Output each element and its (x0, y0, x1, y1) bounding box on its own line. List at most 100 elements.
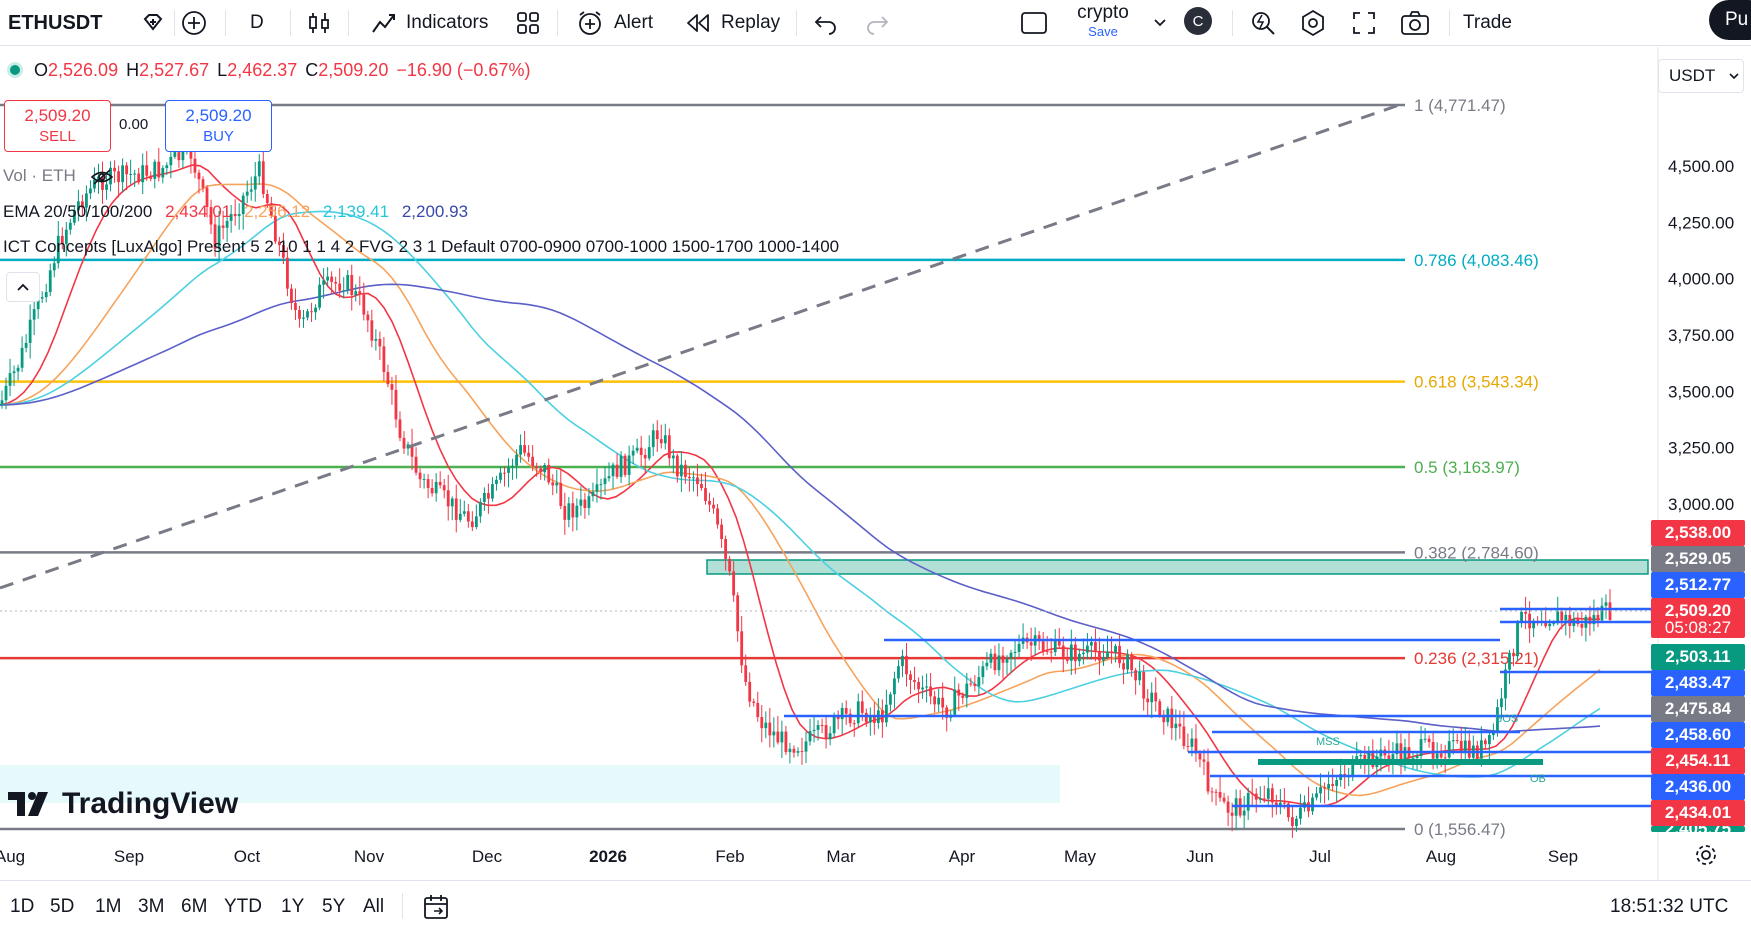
indicators-button[interactable]: Indicators (370, 0, 488, 46)
range-5y[interactable]: 5Y (322, 895, 346, 917)
candle-body (1556, 611, 1560, 624)
add-watchlist-icon[interactable] (140, 0, 166, 46)
price-label: 2,434.01 (1651, 800, 1745, 826)
range-6m[interactable]: 6M (181, 895, 208, 917)
currency-select[interactable]: USDT (1658, 59, 1744, 93)
alert-button[interactable]: Alert (576, 0, 653, 46)
candle-body (1073, 644, 1077, 662)
buy-button[interactable]: 2,509.20 BUY (165, 100, 272, 152)
candle-body (1190, 738, 1194, 747)
candle-body (1315, 793, 1318, 798)
price-chart[interactable]: 1 (4,771.47) 0.786 (4,083.46) 0.618 (3,543… (0, 47, 1751, 880)
range-all[interactable]: All (363, 895, 385, 917)
candle-body (1102, 657, 1105, 661)
settings-icon[interactable] (1299, 0, 1327, 46)
candle-body (81, 201, 84, 208)
range-3m[interactable]: 3M (138, 895, 165, 917)
redo-icon[interactable] (864, 0, 890, 46)
range-ytd[interactable]: YTD (224, 895, 262, 917)
camera-icon[interactable] (1400, 0, 1430, 46)
candle-body (784, 731, 788, 753)
candle-body (1355, 756, 1359, 760)
avatar[interactable]: C (1184, 7, 1212, 35)
candle-body (334, 281, 338, 284)
axis-settings-icon[interactable] (1693, 842, 1719, 868)
candle-body (89, 188, 92, 194)
candle-body (101, 176, 104, 190)
symbol-search[interactable]: ETHUSDT (8, 0, 102, 46)
candle-body (1122, 663, 1125, 670)
candle-body (1532, 620, 1536, 629)
eye-hidden-icon[interactable] (90, 168, 114, 186)
candle-body (1552, 623, 1556, 625)
candle-body (165, 165, 169, 169)
candle-body (1488, 735, 1491, 745)
candle-body (76, 201, 80, 211)
candle-body (109, 167, 112, 185)
layout-name[interactable]: crypto Save (1066, 2, 1140, 40)
candle-body (68, 222, 72, 230)
y-tick-label: 3,000.00 (1668, 495, 1734, 514)
candle-body (1311, 797, 1314, 812)
candle-body (1049, 651, 1053, 653)
candle-body (780, 731, 784, 743)
layout-icon[interactable] (1020, 0, 1048, 46)
trade-button[interactable]: Trade (1463, 0, 1512, 46)
quick-search-icon[interactable] (1250, 0, 1276, 46)
interval-button[interactable]: D (250, 0, 264, 46)
candle-body (937, 697, 941, 705)
candles-icon[interactable] (307, 0, 331, 46)
candle-body (442, 485, 446, 491)
candle-body (294, 303, 297, 311)
candle-body (406, 444, 410, 449)
y-tick-label: 4,500.00 (1668, 157, 1734, 176)
candle-body (732, 571, 736, 596)
date-range-icon[interactable] (422, 881, 450, 932)
candle-body (1154, 692, 1158, 702)
candle-body (933, 696, 937, 705)
candle-body (909, 674, 912, 680)
candle-body (434, 481, 438, 494)
compare-symbol-icon[interactable] (181, 0, 207, 46)
candle-body (454, 498, 458, 520)
range-1m[interactable]: 1M (95, 895, 122, 917)
chevron-down-icon[interactable] (1153, 0, 1167, 46)
tradingview-logo: TradingView (8, 786, 238, 822)
undo-icon[interactable] (813, 0, 839, 46)
range-1d[interactable]: 1D (10, 895, 35, 917)
candle-body (623, 455, 627, 475)
replay-button[interactable]: Replay (685, 0, 780, 46)
price-label: 2,529.05 (1651, 546, 1745, 572)
publish-button[interactable]: Pu (1709, 0, 1751, 40)
chevron-up-icon (17, 283, 29, 291)
candle-body (1186, 745, 1190, 747)
candle-body (1041, 641, 1045, 652)
candle-body (1504, 669, 1507, 699)
candle-body (1206, 761, 1210, 792)
ema100-line (0, 210, 1601, 778)
range-5d[interactable]: 5D (50, 895, 75, 917)
candle-body (1463, 740, 1467, 753)
candle-body (716, 508, 719, 525)
x-tick-label: Aug (1426, 847, 1456, 866)
utc-clock[interactable]: 18:51:32 UTC (1610, 881, 1728, 932)
candle-body (985, 662, 989, 667)
candle-body (474, 516, 478, 528)
sell-button[interactable]: 2,509.20 SELL (4, 100, 111, 152)
fullscreen-icon[interactable] (1352, 0, 1376, 46)
price-label: 2,458.60 (1651, 722, 1745, 748)
candle-body (286, 257, 289, 289)
candle-body (105, 184, 108, 190)
candle-body (1600, 605, 1604, 621)
candle-body (579, 499, 583, 506)
candle-body (872, 715, 876, 723)
collapse-legend-button[interactable] (6, 272, 40, 302)
templates-icon[interactable] (516, 0, 540, 46)
range-1y[interactable]: 1Y (281, 895, 305, 917)
x-tick-label: Dec (472, 847, 503, 866)
candle-body (137, 173, 141, 183)
candle-body (8, 373, 12, 386)
trade-label: Trade (1463, 12, 1512, 33)
candle-body (756, 702, 760, 718)
candle-body (563, 505, 567, 520)
